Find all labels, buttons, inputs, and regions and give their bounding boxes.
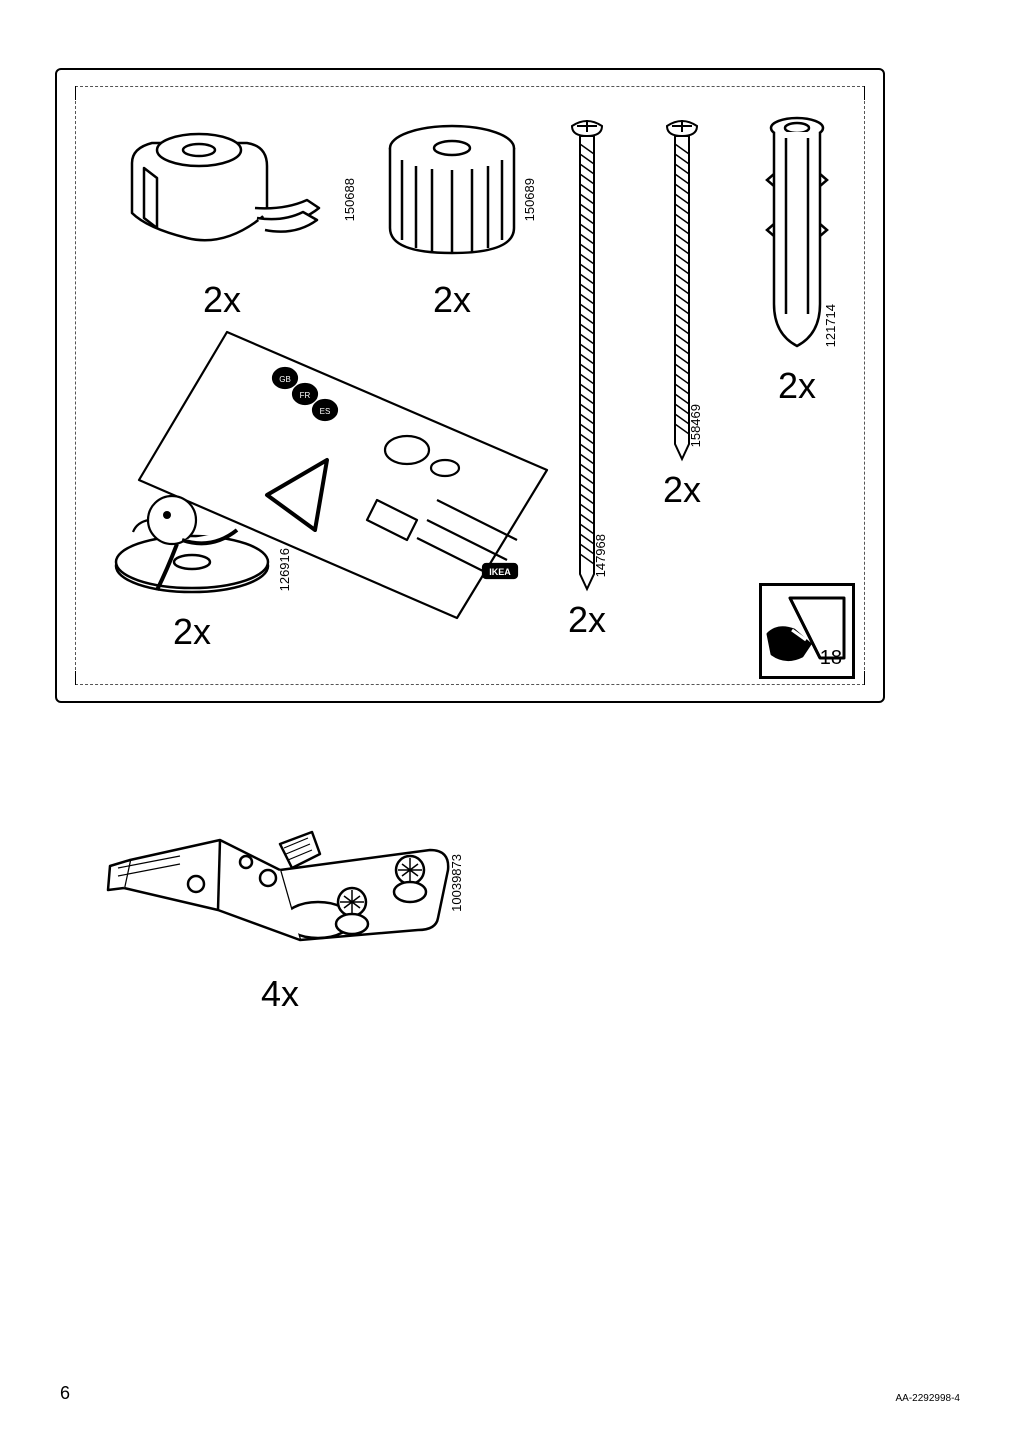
read-instructions-illustration: GB FR ES ! IKEA <box>117 320 557 620</box>
part-qty: 2x <box>642 469 722 511</box>
svg-text:ES: ES <box>320 407 331 416</box>
part-qty: 2x <box>547 599 627 641</box>
assembly-page: 329488 150688 2x <box>0 0 1012 1432</box>
page-number: 6 <box>60 1383 70 1404</box>
svg-text:GB: GB <box>279 375 291 384</box>
part-number: 158469 <box>688 404 703 447</box>
part-screw-long: 147968 2x <box>547 114 627 641</box>
part-nut: 150689 2x <box>352 118 552 321</box>
bracket-icon <box>107 118 337 268</box>
svg-text:!: ! <box>291 475 302 513</box>
hardware-bag-panel: 150688 2x 150689 2x <box>55 68 885 703</box>
svg-text:FR: FR <box>300 391 311 400</box>
part-bracket: 150688 2x <box>92 118 352 321</box>
hinge-icon <box>100 810 460 960</box>
wall-anchor-icon <box>762 114 832 354</box>
svg-text:IKEA: IKEA <box>489 567 511 577</box>
nut-icon <box>372 118 532 268</box>
part-qty: 2x <box>92 279 352 321</box>
part-qty: 2x <box>747 365 847 407</box>
see-page-icon: 18 <box>759 583 855 679</box>
part-number: 150689 <box>522 178 537 221</box>
part-number: 147968 <box>593 534 608 577</box>
part-qty: 4x <box>80 973 480 1015</box>
part-screw-short: 158469 2x <box>642 114 722 511</box>
screw-long-icon <box>562 114 612 594</box>
part-number: 10039873 <box>449 854 464 912</box>
part-qty: 2x <box>352 279 552 321</box>
part-hinge: 10039873 4x <box>80 810 480 1015</box>
part-number: 121714 <box>823 304 838 347</box>
read-instructions-group: GB FR ES ! IKEA <box>117 320 557 625</box>
part-wall-anchor: 121714 2x <box>747 114 847 407</box>
booklet-page-ref: 18 <box>820 647 842 670</box>
doc-code: AA-2292998-4 <box>896 1393 961 1404</box>
